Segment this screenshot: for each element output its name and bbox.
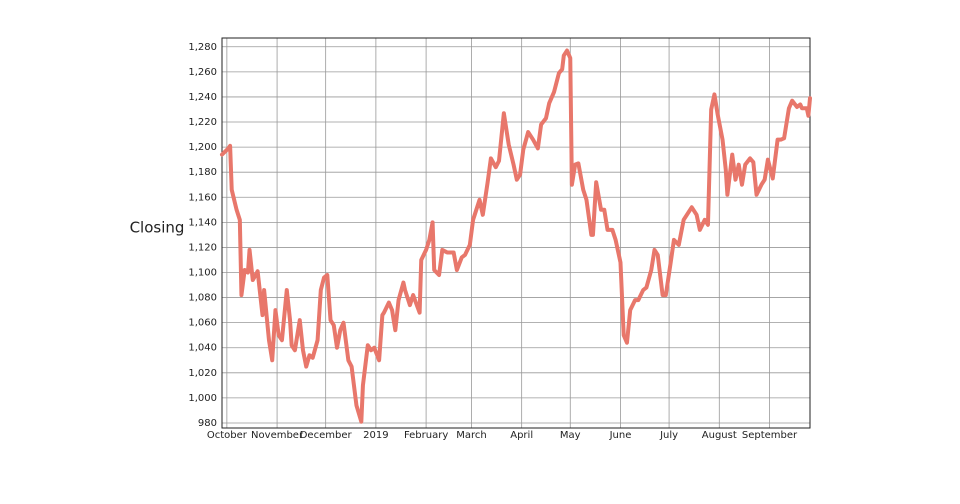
x-tick-label: September xyxy=(742,430,798,441)
x-tick-label: February xyxy=(404,430,448,441)
x-tick-label: July xyxy=(659,430,678,441)
y-tick-label: 1,040 xyxy=(188,343,217,354)
y-tick-label: 1,080 xyxy=(188,293,217,304)
x-tick-label: April xyxy=(510,430,533,441)
y-tick-label: 1,060 xyxy=(188,318,217,329)
x-tick-label: May xyxy=(560,430,581,441)
x-tick-label: June xyxy=(609,430,632,441)
x-tick-label: 2019 xyxy=(363,430,388,441)
plot-frame xyxy=(221,37,811,429)
y-tick-label: 1,200 xyxy=(188,142,217,153)
y-tick-label: 1,180 xyxy=(188,167,217,178)
line xyxy=(220,48,812,424)
x-tick-label: November xyxy=(251,430,304,441)
y-tick-label: 1,160 xyxy=(188,192,217,203)
y-tick-label: 1,020 xyxy=(188,368,217,379)
y-tick-label: 1,140 xyxy=(188,217,217,228)
x-tick-label: March xyxy=(456,430,486,441)
y-tick-label: 1,100 xyxy=(188,268,217,279)
x-tick-label: August xyxy=(702,430,737,441)
y-tick-label: 1,260 xyxy=(188,67,217,78)
x-tick-label: December xyxy=(300,430,353,441)
y-tick-label: 980 xyxy=(198,418,217,429)
y-tick-label: 1,000 xyxy=(188,393,217,404)
y-axis-label: Closing xyxy=(130,219,185,237)
x-tick-label: October xyxy=(207,430,248,441)
y-tick-label: 1,280 xyxy=(188,42,217,53)
y-tick-label: 1,240 xyxy=(188,92,217,103)
y-tick-label: 1,220 xyxy=(188,117,217,128)
y-tick-label: 1,120 xyxy=(188,242,217,253)
